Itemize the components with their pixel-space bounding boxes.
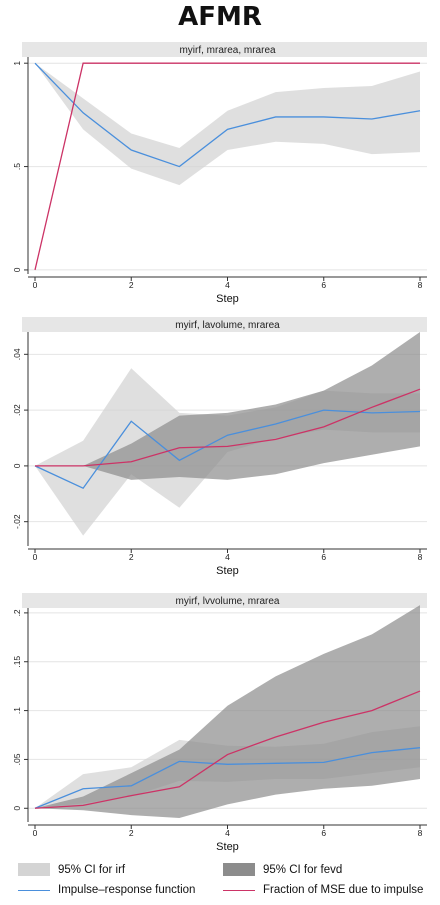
panel-strip [22, 42, 427, 57]
x-tick-label: 6 [321, 280, 326, 290]
fevd-line [35, 388, 421, 467]
panel-title: myirf, lavolume, mrarea [175, 320, 280, 331]
x-tick-label: 0 [33, 828, 38, 838]
x-tick-label: 6 [321, 828, 326, 838]
x-tick-label: 2 [129, 828, 134, 838]
x-tick-label: 8 [418, 280, 423, 290]
x-axis-title: Step [216, 841, 239, 853]
legend-label-fevd-ci: 95% CI for fevd [263, 863, 343, 876]
chart-panel-lvvolume: myirf, lvvolume, mrarea 0 .05 .1 .15 .2 0 2 4 6 8 S… [12, 593, 427, 853]
y-tick-label: -.02 [12, 514, 22, 529]
irf-line-swatch [18, 889, 50, 891]
x-tick-label: 0 [33, 280, 38, 290]
irf-line [34, 409, 421, 490]
irf-ci-swatch [18, 863, 50, 876]
chart-panel-lavolume: myirf, lavolume, mrarea -.02 0 .02 .04 0 2 4 6 8 S… [12, 317, 427, 577]
legend-item-irf-ci: 95% CI for irf [18, 863, 125, 876]
fevd-ci-band [35, 332, 420, 480]
chart-panel-mrarea: myirf, mrarea, mrarea 0 .5 1 0 2 4 6 8 Step [12, 42, 427, 305]
x-tick-label: 2 [129, 552, 134, 562]
legend: 95% CI for irf 95% CI for fevd Impulse–r… [18, 863, 438, 905]
fevd-line [34, 62, 420, 271]
x-tick-label: 6 [321, 552, 326, 562]
panel-strip [22, 317, 427, 332]
panel-strip [22, 593, 427, 608]
x-tick-label: 8 [418, 828, 423, 838]
legend-label-irf-ci: 95% CI for irf [58, 863, 126, 876]
panel-title: myirf, mrarea, mrarea [179, 45, 276, 56]
x-tick-label: 4 [225, 280, 230, 290]
irf-line [34, 62, 421, 168]
x-tick-label: 2 [129, 280, 134, 290]
legend-label-fevd: Fraction of MSE due to impulse [263, 884, 424, 896]
legend-item-fevd: Fraction of MSE due to impulse [223, 884, 423, 896]
y-tick-label: 0 [12, 267, 22, 272]
y-tick-label: .5 [12, 163, 22, 170]
irf-line [34, 747, 421, 809]
y-tick-label: .2 [12, 609, 22, 616]
x-tick-label: 4 [225, 552, 230, 562]
x-axis-title: Step [216, 565, 239, 577]
page-title: AFMR [178, 2, 262, 32]
y-tick-label: .1 [12, 707, 22, 714]
x-tick-label: 0 [33, 552, 38, 562]
y-tick-label: .02 [12, 404, 22, 416]
x-tick-label: 8 [418, 552, 423, 562]
y-tick-label: 0 [12, 463, 22, 468]
fevd-ci-swatch [223, 863, 255, 876]
y-tick-label: .04 [12, 348, 22, 360]
y-tick-label: .05 [12, 753, 22, 765]
y-tick-label: .15 [12, 656, 22, 668]
y-tick-label: 0 [12, 806, 22, 811]
legend-item-fevd-ci: 95% CI for fevd [223, 863, 342, 876]
legend-item-irf: Impulse–response function [18, 884, 195, 896]
y-tick-label: 1 [12, 61, 22, 66]
legend-label-irf: Impulse–response function [58, 884, 196, 896]
irf-ci-band [35, 63, 420, 186]
x-tick-label: 4 [225, 828, 230, 838]
fevd-ci-band [35, 605, 420, 819]
fevd-line [34, 690, 421, 809]
fevd-line-swatch [223, 889, 255, 891]
x-axis-title: Step [216, 293, 239, 305]
panel-title: myirf, lvvolume, mrarea [176, 596, 280, 607]
